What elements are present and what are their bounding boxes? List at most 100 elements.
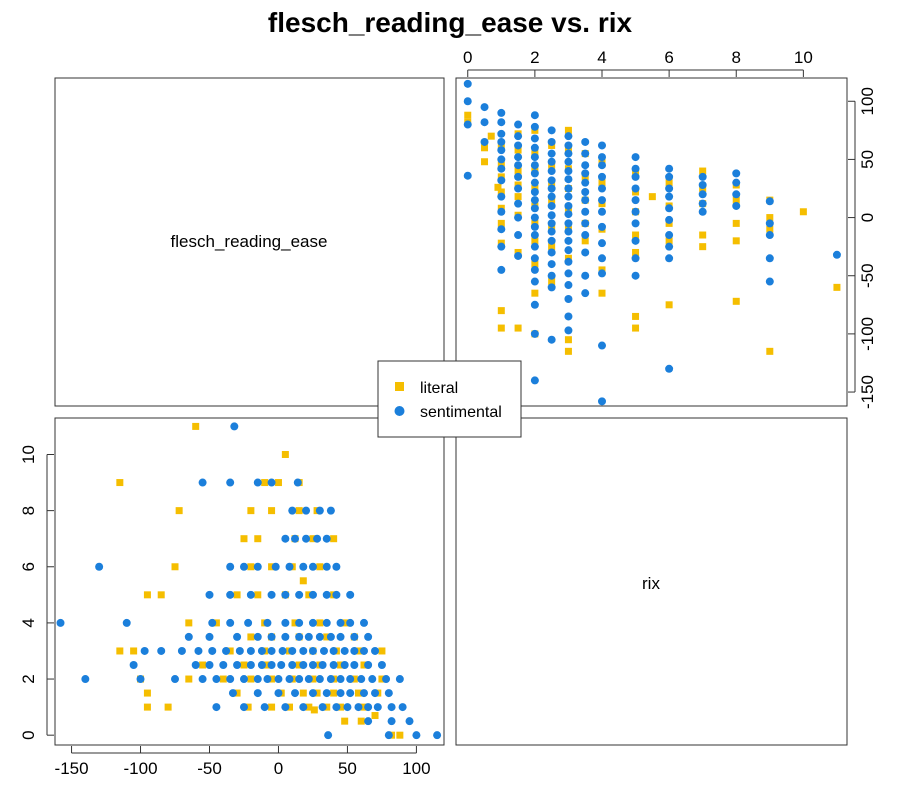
point-sentimental (308, 618, 317, 627)
point-sentimental (81, 675, 90, 684)
point-sentimental (226, 590, 235, 599)
point-sentimental (463, 79, 472, 88)
legend-label-literal: literal (420, 380, 458, 397)
point-literal (247, 633, 255, 641)
point-literal (323, 633, 331, 641)
point-literal (665, 237, 673, 245)
point-sentimental (412, 731, 421, 740)
point-literal (226, 647, 234, 655)
point-sentimental (564, 210, 573, 219)
point-sentimental (597, 196, 606, 205)
point-sentimental (564, 141, 573, 150)
point-literal (233, 689, 241, 697)
point-sentimental (371, 689, 380, 698)
point-sentimental (364, 703, 373, 712)
point-literal (354, 689, 362, 697)
point-sentimental (285, 675, 294, 684)
legend-label-sentimental: sentimental (420, 404, 502, 421)
point-sentimental (765, 277, 774, 286)
axis-left-tick-label: 4 (19, 618, 38, 627)
point-literal (143, 703, 151, 711)
point-sentimental (285, 562, 294, 571)
point-sentimental (597, 184, 606, 193)
point-literal (497, 324, 505, 332)
point-sentimental (267, 661, 276, 670)
point-literal (494, 183, 502, 191)
point-sentimental (233, 661, 242, 670)
point-sentimental (208, 646, 217, 655)
point-sentimental (387, 717, 396, 726)
point-sentimental (233, 632, 242, 641)
point-sentimental (318, 703, 327, 712)
axis-bottom-tick-label: 0 (274, 759, 283, 778)
legend: literal sentimental (377, 360, 522, 438)
point-sentimental (665, 242, 674, 251)
point-literal (305, 591, 313, 599)
point-sentimental (281, 632, 290, 641)
point-sentimental (295, 675, 304, 684)
point-literal (350, 675, 358, 683)
point-sentimental (343, 703, 352, 712)
point-sentimental (322, 562, 331, 571)
point-sentimental (597, 254, 606, 263)
point-sentimental (547, 260, 556, 269)
point-sentimental (277, 661, 286, 670)
point-sentimental (765, 231, 774, 240)
point-sentimental (350, 632, 359, 641)
axis-right-tick-label: -100 (858, 317, 877, 351)
point-literal (313, 689, 321, 697)
point-sentimental (530, 213, 539, 222)
point-sentimental (257, 661, 266, 670)
point-sentimental (191, 661, 200, 670)
axis-right-tick-label: 100 (858, 87, 877, 115)
axis-top-tick-label: 6 (664, 48, 673, 67)
point-sentimental (514, 153, 523, 162)
point-sentimental (299, 646, 308, 655)
point-sentimental (530, 178, 539, 187)
point-sentimental (253, 675, 262, 684)
point-literal (337, 661, 345, 669)
panel-top-right (455, 77, 848, 407)
point-sentimental (530, 277, 539, 286)
chart-title: flesch_reading_ease vs. rix (268, 7, 633, 38)
point-sentimental (698, 207, 707, 216)
point-sentimental (547, 149, 556, 158)
point-sentimental (547, 211, 556, 220)
point-sentimental (308, 590, 317, 599)
point-sentimental (433, 731, 442, 740)
point-sentimental (514, 184, 523, 193)
point-sentimental (530, 254, 539, 263)
point-sentimental (267, 646, 276, 655)
point-literal (514, 146, 522, 154)
point-sentimental (122, 618, 131, 627)
point-sentimental (530, 143, 539, 152)
point-sentimental (253, 478, 262, 487)
point-literal (699, 231, 707, 239)
point-literal (268, 703, 276, 711)
point-sentimental (564, 281, 573, 290)
point-literal (254, 535, 262, 543)
point-sentimental (295, 590, 304, 599)
point-sentimental (384, 689, 393, 698)
axis-bottom-tick-label: -150 (55, 759, 89, 778)
point-sentimental (322, 689, 331, 698)
point-sentimental (698, 199, 707, 208)
point-sentimental (530, 153, 539, 162)
point-sentimental (597, 153, 606, 162)
axis-left-tick-label: 8 (19, 506, 38, 515)
point-sentimental (530, 329, 539, 338)
axis-left-tick-label: 10 (19, 445, 38, 464)
point-sentimental (514, 132, 523, 141)
panel-bottom-right (455, 417, 848, 746)
point-literal (632, 324, 640, 332)
point-sentimental (497, 137, 506, 146)
point-literal (212, 619, 220, 627)
point-literal (766, 214, 774, 222)
point-sentimental (267, 590, 276, 599)
point-sentimental (208, 618, 217, 627)
point-sentimental (194, 646, 203, 655)
point-sentimental (497, 164, 506, 173)
point-sentimental (597, 172, 606, 181)
point-literal (766, 347, 774, 355)
